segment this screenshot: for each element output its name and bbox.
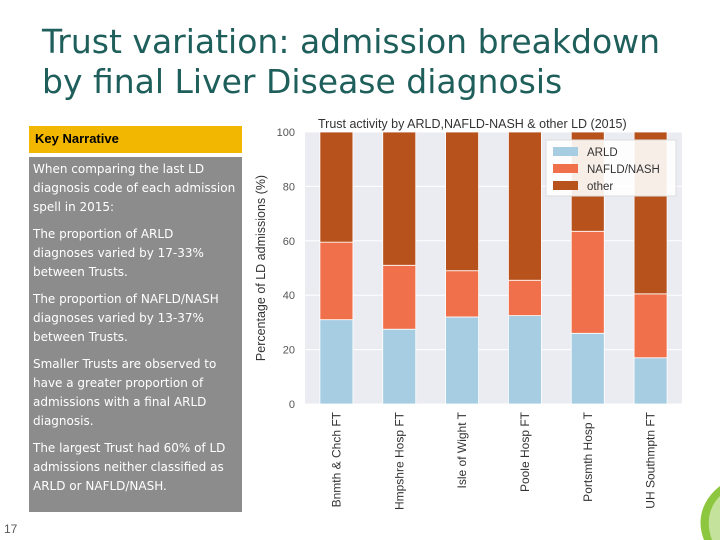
narrative-paragraph: The proportion of ARLD diagnoses varied … bbox=[33, 227, 204, 279]
bar-segment bbox=[382, 328, 417, 405]
corner-swoosh-decoration bbox=[700, 486, 720, 540]
legend-label: other bbox=[587, 181, 613, 193]
y-tick-label: 80 bbox=[283, 181, 295, 193]
bar-segment bbox=[633, 357, 668, 405]
y-tick-label: 40 bbox=[283, 290, 295, 302]
bar-segment bbox=[633, 293, 668, 359]
y-tick-label: 0 bbox=[289, 399, 295, 411]
key-narrative-panel: When comparing the last LD diagnosis cod… bbox=[29, 157, 242, 512]
bar-segment bbox=[319, 241, 354, 321]
bar-segment bbox=[445, 316, 479, 405]
slide-title-line-2: by final Liver Disease diagnosis bbox=[42, 62, 563, 101]
bar-segment bbox=[319, 131, 354, 243]
x-tick-label: Hmpshre Hosp FT bbox=[392, 411, 406, 510]
slide-number: 17 bbox=[4, 522, 18, 536]
x-tick-label: Poole Hosp FT bbox=[518, 411, 532, 492]
bar-segment bbox=[445, 131, 479, 272]
key-narrative-heading: Key Narrative bbox=[35, 131, 119, 146]
y-tick-label: 20 bbox=[283, 345, 295, 357]
narrative-paragraph: The largest Trust had 60% of LD admissio… bbox=[33, 441, 226, 493]
bar-segment bbox=[570, 332, 605, 405]
chart-title: Trust activity by ARLD,NAFLD-NASH & othe… bbox=[318, 117, 627, 131]
x-tick-label: Isle of Wight T bbox=[455, 411, 469, 488]
key-narrative-header: Key Narrative bbox=[29, 126, 242, 153]
bar-segment bbox=[382, 264, 417, 330]
legend-swatch bbox=[553, 181, 578, 190]
narrative-paragraph: When comparing the last LD diagnosis cod… bbox=[33, 162, 236, 214]
y-tick-label: 100 bbox=[277, 127, 295, 139]
x-tick-label: UH Southmptn FT bbox=[644, 411, 658, 508]
narrative-paragraph: The proportion of NAFLD/NASH diagnoses v… bbox=[33, 292, 219, 344]
bar-segment bbox=[508, 279, 542, 317]
slide-title-line-1: Trust variation: admission breakdown bbox=[42, 22, 661, 61]
bar-segment bbox=[508, 131, 542, 281]
bar-segment bbox=[445, 270, 479, 318]
slide-title: Trust variation: admission breakdown by … bbox=[42, 22, 702, 102]
stacked-bar-chart: 0 20 40 60 80 100 Bnmth & Chch FT Hmpshre Hosp … bbox=[254, 117, 682, 510]
legend-label: NAFLD/NASH bbox=[587, 164, 660, 176]
x-tick-label: Portsmth Hosp T bbox=[581, 411, 595, 501]
bar-segment bbox=[319, 319, 354, 405]
legend-swatch bbox=[553, 147, 578, 156]
bar-segment bbox=[382, 131, 417, 266]
narrative-paragraph: Smaller Trusts are observed to have a gr… bbox=[33, 357, 217, 428]
legend-label: ARLD bbox=[587, 147, 618, 159]
bar-segment bbox=[570, 230, 605, 334]
legend-swatch bbox=[553, 164, 578, 173]
bar-segment bbox=[508, 315, 542, 405]
y-tick-label: 60 bbox=[283, 236, 295, 248]
y-axis-label: Percentage of LD admissions (%) bbox=[254, 175, 268, 361]
x-tick-label: Bnmth & Chch FT bbox=[329, 411, 343, 507]
